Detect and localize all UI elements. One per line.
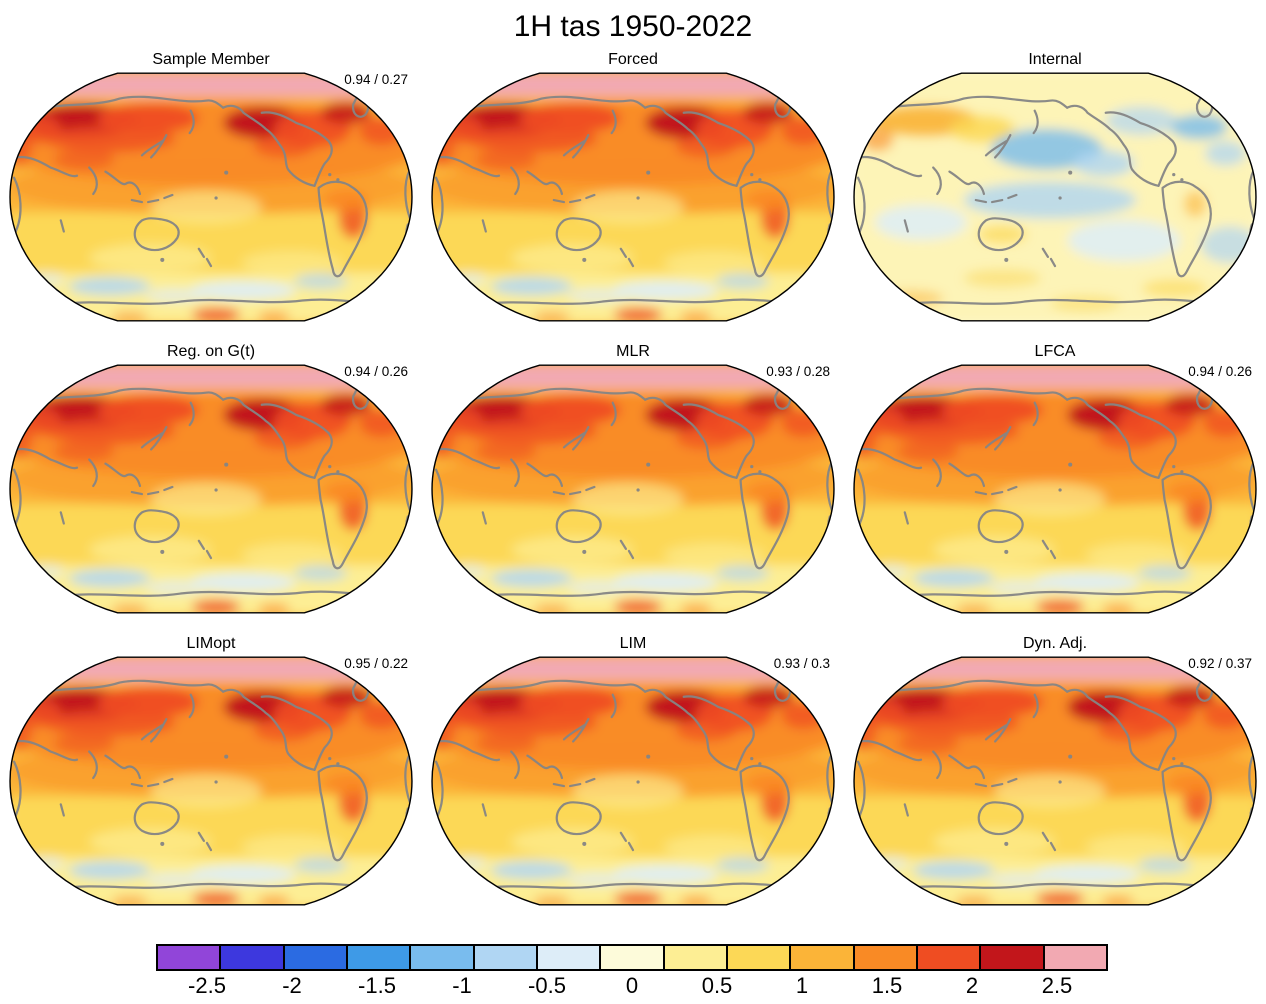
map-panel: LIMopt 0.95 / 0.22	[0, 630, 422, 922]
colorbar-tick-label: 0.5	[701, 973, 733, 998]
panel-title: LIM	[619, 635, 647, 652]
colorbar-tick-label: 0	[625, 973, 639, 998]
colorbar-ticks: -2.5 -2 -1.5 -1 -0.5 0 0.5 1 1.5 2 2.5	[156, 971, 1108, 1001]
colorbar-strip	[156, 944, 1108, 971]
map-panel: Reg. on G(t) 0.94 / 0.26	[0, 338, 422, 630]
colorbar-segment	[601, 946, 665, 969]
panel-score: 0.93 / 0.3	[773, 656, 830, 671]
figure-title: 1H tas 1950-2022	[513, 10, 753, 43]
map-panel: MLR 0.93 / 0.28	[422, 338, 844, 630]
panel-score: 0.94 / 0.27	[344, 72, 408, 87]
colorbar-tick-label: -0.5	[528, 973, 566, 998]
world-map	[853, 364, 1257, 614]
map-panel: LFCA 0.94 / 0.26	[844, 338, 1266, 630]
panel-title: Forced	[608, 51, 658, 68]
world-map	[431, 72, 835, 322]
world-map	[9, 364, 413, 614]
colorbar-tick-label: 2	[965, 973, 979, 998]
colorbar-segment	[221, 946, 285, 969]
map-panel: LIM 0.93 / 0.3	[422, 630, 844, 922]
colorbar-segment	[158, 946, 222, 969]
colorbar-segment	[411, 946, 475, 969]
panel-title: Internal	[1028, 51, 1082, 68]
panel-title: LFCA	[1034, 343, 1076, 360]
colorbar-segment	[664, 946, 728, 969]
colorbar-segment	[854, 946, 918, 969]
panel-score: 0.94 / 0.26	[1188, 364, 1252, 379]
colorbar-segment	[347, 946, 412, 969]
map-panel: Sample Member 0.94 / 0.27	[0, 46, 422, 338]
colorbar-tick-label: -1.5	[358, 973, 396, 998]
colorbar-tick-label: -1	[452, 973, 472, 998]
colorbar-tick-label: 1.5	[871, 973, 903, 998]
panel-title: Dyn. Adj.	[1022, 635, 1088, 652]
world-map	[431, 656, 835, 906]
panel-score: 0.92 / 0.37	[1188, 656, 1252, 671]
world-map	[9, 72, 413, 322]
colorbar-segment	[791, 946, 855, 969]
map-grid: Sample Member 0.94 / 0.27 Forced Internal Re…	[0, 46, 1266, 922]
colorbar-tick-label: 1	[795, 973, 809, 998]
panel-title: Reg. on G(t)	[166, 343, 256, 360]
colorbar-segment	[727, 946, 792, 969]
panel-title: Sample Member	[152, 51, 270, 68]
map-panel: Dyn. Adj. 0.92 / 0.37	[844, 630, 1266, 922]
colorbar-tick-label: -2.5	[188, 973, 226, 998]
panel-score: 0.93 / 0.28	[766, 364, 830, 379]
world-map	[853, 656, 1257, 906]
colorbar-segment	[1044, 946, 1106, 969]
colorbar-tick-label: -2	[282, 973, 302, 998]
world-map	[431, 364, 835, 614]
map-panel: Forced	[422, 46, 844, 338]
colorbar: -2.5 -2 -1.5 -1 -0.5 0 0.5 1 1.5 2 2.5	[156, 944, 1108, 1001]
panel-score: 0.95 / 0.22	[344, 656, 408, 671]
colorbar-segment	[917, 946, 982, 969]
colorbar-tick-label: 2.5	[1041, 973, 1073, 998]
colorbar-segment	[284, 946, 348, 969]
world-map	[9, 656, 413, 906]
colorbar-segment	[474, 946, 538, 969]
map-panel: Internal	[844, 46, 1266, 338]
colorbar-segment	[981, 946, 1045, 969]
colorbar-segment	[537, 946, 602, 969]
world-map	[853, 72, 1257, 322]
panel-title: MLR	[616, 343, 650, 360]
panel-score: 0.94 / 0.26	[344, 364, 408, 379]
panel-title: LIMopt	[186, 635, 236, 652]
